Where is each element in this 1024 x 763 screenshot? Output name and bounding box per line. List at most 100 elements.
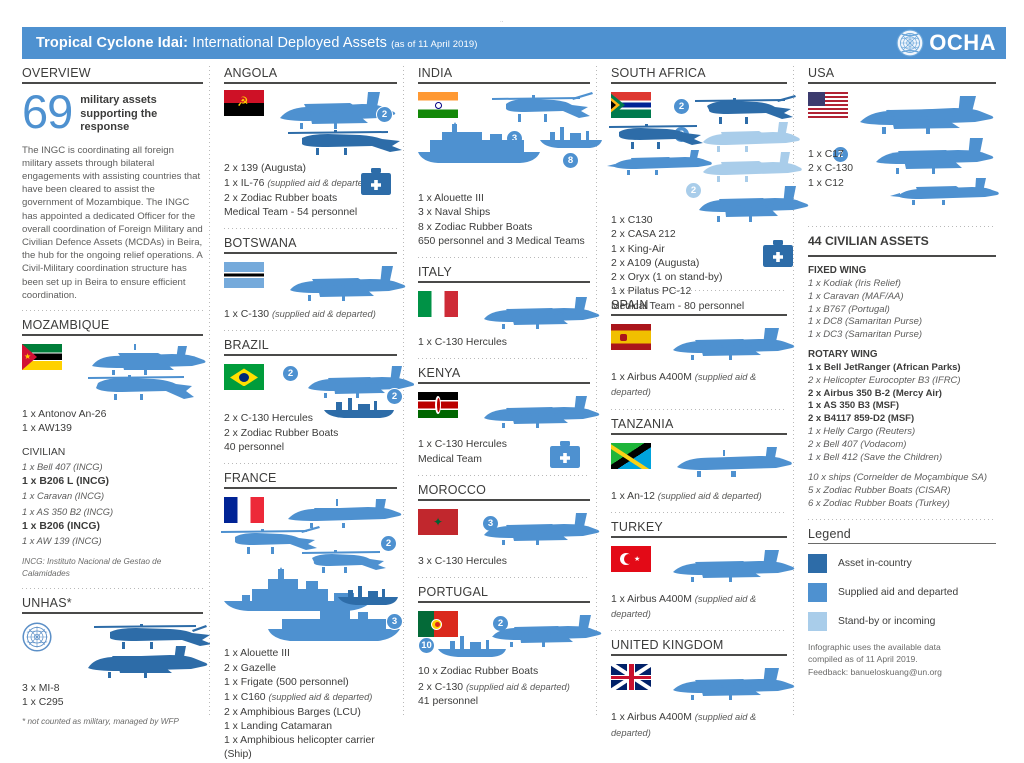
mozambique-note: INCG: Instituto Nacional de Gestao de Ca… <box>22 556 162 578</box>
asset-line: 1 x Alouette III <box>418 193 484 204</box>
c17-aircraft-silhouette <box>856 96 996 142</box>
zodiac-boat-silhouette <box>538 124 604 150</box>
angola-lines: 2 x 139 (Augusta) 1 x IL-76 (supplied aid… <box>224 162 397 220</box>
section-rule <box>418 281 590 284</box>
civilian-asset-line: 1 x Helly Cargo (Reuters) <box>808 425 916 437</box>
divider <box>611 408 787 410</box>
asset-line: 1 x Airbus A400M (supplied aid & departe… <box>611 593 757 620</box>
asset-line: 2 x Amphibious Barges (LCU) <box>224 706 361 718</box>
count-badge: 2 <box>673 98 690 115</box>
unhas-note: * not counted as military, managed by WF… <box>22 717 179 727</box>
section-portugal: PORTUGAL 2 10 <box>418 585 602 709</box>
overview-paragraph: The INGC is coordinating all foreign mil… <box>22 144 203 301</box>
asset-line: 2 x Zodiac Rubber Boats <box>224 427 339 439</box>
asset-line: 650 personnel and 3 Medical Teams <box>418 235 585 247</box>
divider <box>22 309 203 311</box>
asset-line: 1 x Frigate (500 personnel) <box>224 676 349 688</box>
legend-footer: Infographic uses the available data comp… <box>808 641 996 678</box>
count-badge: 2 <box>386 388 403 406</box>
asset-line: 1 x Bell 407 (INCG) <box>22 461 103 472</box>
casa212-aircraft-silhouette <box>697 122 801 156</box>
legend-items: Asset in-country Supplied aid and departe… <box>808 554 996 632</box>
asset-line: 1 x B206 (INCG) <box>22 521 100 533</box>
c130-aircraft-silhouette <box>693 186 809 226</box>
a400m-aircraft-silhouette <box>667 328 795 366</box>
count-badge: 8 <box>562 152 579 169</box>
page-title-bold: Tropical Cyclone Idai: <box>36 35 189 51</box>
c130-aircraft-silhouette <box>476 396 600 434</box>
section-legend: Legend Asset in-country Supplied aid and … <box>808 527 996 678</box>
section-italy: ITALY 1 x C-130 Hercules <box>418 265 600 350</box>
un-emblem-icon <box>22 622 52 652</box>
kenya-lines: 1 x C-130 Hercules Medical Team <box>418 438 590 467</box>
section-rule <box>224 252 397 255</box>
naval-ship-silhouette <box>416 122 542 164</box>
spain-lines: 1 x Airbus A400M (supplied aid & departe… <box>611 370 787 401</box>
mozambique-civilian-lines: 1 x Bell 407 (INCG) 1 x B206 L (INCG) 1 x … <box>22 460 203 550</box>
amphibious-carrier-silhouette <box>266 603 402 643</box>
divider <box>22 587 203 589</box>
asset-line: 1 x Antonov An-26 <box>22 408 107 420</box>
footer-line-3: Feedback: banueloskuang@un.org <box>808 666 942 677</box>
asset-line: 1 x Alouette III <box>224 648 290 660</box>
botswana-lines: 1 x C-130 (supplied aid & departed) <box>224 307 397 322</box>
medical-kit-icon <box>763 240 793 267</box>
asset-line: 2 x CASA 212 <box>611 229 676 241</box>
portugal-flag <box>418 611 458 638</box>
column-divider <box>403 66 404 716</box>
count-badge: 2 <box>376 106 393 123</box>
alouette-helicopter-silhouette <box>221 525 329 557</box>
divider <box>224 463 397 465</box>
mozambique-flag: ★ <box>22 343 62 370</box>
brazil-flag <box>224 364 264 391</box>
count-badge: 2 <box>685 182 702 199</box>
section-tanzania: TANZANIA 1 x An-12 (supplied aid & depar… <box>611 417 792 504</box>
top-cropped-text: mil ms cry. <box>0 0 1024 22</box>
asset-line: 1 x C295 <box>22 696 64 708</box>
civilian-asset-line: 2 x B4117 859-D2 (MSF) <box>808 413 915 425</box>
un-emblem-icon <box>896 29 924 57</box>
india-art: 3 8 <box>416 90 602 192</box>
asset-line: 2 x A109 (Augusta) <box>611 257 700 269</box>
count-badge: 2 <box>380 535 397 553</box>
overview-title: OVERVIEW <box>22 66 91 80</box>
asset-line: 2 x C-130 (supplied aid & departed) <box>418 681 570 693</box>
botswana-title: BOTSWANA <box>224 236 297 251</box>
asset-line: 10 x Zodiac Rubber Boats <box>418 666 539 678</box>
section-rule <box>808 255 996 257</box>
section-overview: OVERVIEW 69 military assets supporting t… <box>22 66 203 302</box>
transport-aircraft-silhouette <box>284 497 402 533</box>
c130-aircraft-silhouette <box>870 138 996 180</box>
section-rule <box>22 333 203 336</box>
india-title: INDIA <box>418 66 453 80</box>
ocha-wordmark: OCHA <box>929 30 996 55</box>
section-south-africa: SOUTH AFRICA 2 2 <box>607 66 809 312</box>
section-france: FRANCE <box>221 471 403 762</box>
section-angola: ANGOLA ☭ <box>224 66 402 220</box>
civilian-asset-line: 1 x DC8 (Samaritan Purse) <box>808 316 923 328</box>
tanzania-lines: 1 x An-12 (supplied aid & departed) <box>611 489 787 504</box>
oryx-helicopter-silhouette <box>693 94 801 128</box>
france-art: 2 <box>221 495 403 647</box>
civilian-asset-line: 10 x ships (Cornelder de Moçambique SA) <box>808 472 988 484</box>
morocco-art: ✦ 3 <box>418 507 600 555</box>
mozambique-title: MOZAMBIQUE <box>22 317 110 332</box>
asset-line: 3 x Naval Ships <box>418 207 491 219</box>
section-rule <box>22 82 203 84</box>
gazelle-helicopter-silhouette <box>300 547 396 575</box>
brazil-lines: 2 x C-130 Hercules 2 x Zodiac Rubber Boat… <box>224 412 397 455</box>
a400m-aircraft-silhouette <box>667 549 795 588</box>
kenya-title: KENYA <box>418 366 461 381</box>
asset-line: 2 x C-130 <box>808 163 854 175</box>
asset-line: Medical Team <box>418 453 482 465</box>
section-turkey: TURKEY ★ 1 x Airbus A400M (supplied aid … <box>611 520 795 623</box>
usa-lines: 1 x C17 2 x C-130 1 x C12 <box>808 148 853 191</box>
asset-line: 1 x Airbus A400M (supplied aid & departe… <box>611 372 757 398</box>
section-rule <box>224 354 397 357</box>
section-brazil: BRAZIL 2 2 <box>224 338 414 455</box>
divider <box>611 511 787 513</box>
section-rule <box>611 82 787 84</box>
ships-list: 10 x ships (Cornelder de Moçambique SA) 5… <box>808 472 996 510</box>
section-rule <box>22 611 203 614</box>
page-title: Tropical Cyclone Idai: International Dep… <box>36 35 478 51</box>
